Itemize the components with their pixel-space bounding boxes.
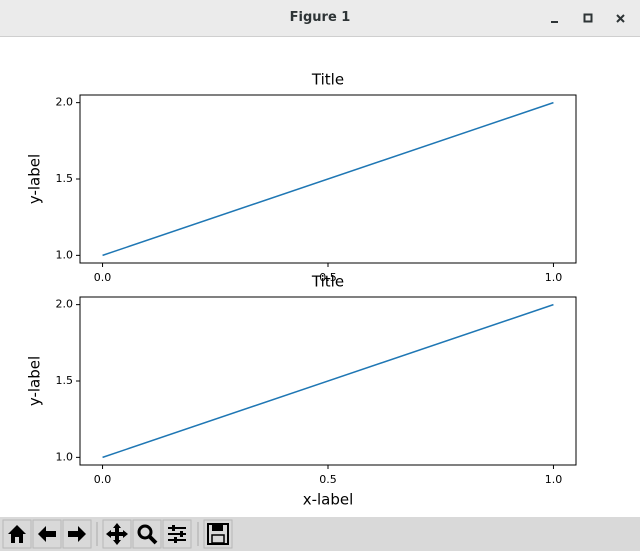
y-axis-label: y-label [26, 154, 44, 204]
x-tick-label: 0.5 [319, 271, 337, 284]
toolbar [0, 517, 640, 551]
home-button[interactable] [2, 519, 32, 549]
maximize-button[interactable] [579, 10, 597, 28]
close-button[interactable] [612, 10, 630, 28]
zoom-button[interactable] [132, 519, 162, 549]
back-button[interactable] [32, 519, 62, 549]
y-tick-label: 1.0 [56, 248, 74, 261]
configure-button[interactable] [162, 519, 192, 549]
window-controls [546, 10, 630, 28]
x-axis-label: x-label [303, 491, 354, 509]
window-title: Figure 1 [289, 10, 351, 25]
x-tick-label: 1.0 [545, 473, 563, 486]
y-tick-label: 1.5 [56, 172, 74, 185]
y-tick-label: 2.0 [56, 96, 74, 109]
y-tick-label: 1.0 [56, 450, 74, 463]
chart-title: Title [311, 71, 344, 89]
save-button[interactable] [203, 519, 233, 549]
x-tick-label: 0.0 [94, 271, 112, 284]
y-tick-label: 1.5 [56, 374, 74, 387]
forward-button[interactable] [62, 519, 92, 549]
title-bar: Figure 1 [0, 0, 640, 37]
figure: 0.0 0.5 1.0 1.0 1.5 2.0 Title y-label 0.0 0.5 1.0 1… [26, 71, 577, 509]
line [102, 303, 554, 459]
chart-title: Title [311, 273, 344, 291]
y-axis-label: y-label [26, 356, 44, 406]
x-tick-label: 1.0 [545, 271, 563, 284]
line [102, 101, 554, 257]
y-tick-label: 2.0 [56, 298, 74, 311]
minimize-button[interactable] [546, 10, 564, 28]
pan-button[interactable] [102, 519, 132, 549]
x-tick-label: 0.0 [94, 473, 112, 486]
toolbar-icons [2, 519, 233, 549]
x-tick-label: 0.5 [319, 473, 337, 486]
